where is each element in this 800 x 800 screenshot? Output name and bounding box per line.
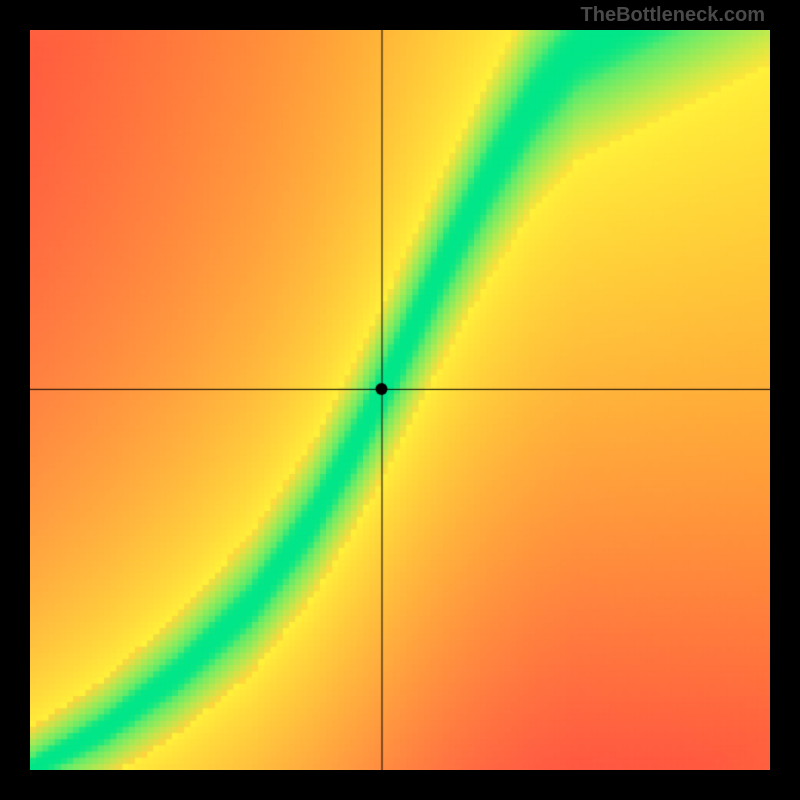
watermark-text: TheBottleneck.com xyxy=(581,4,765,27)
bottleneck-heatmap xyxy=(30,30,770,770)
crosshair-overlay xyxy=(30,30,770,770)
